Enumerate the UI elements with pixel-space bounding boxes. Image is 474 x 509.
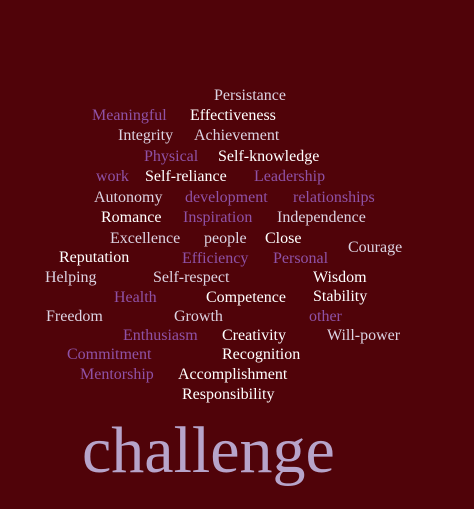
- word-wisdom: Wisdom: [313, 269, 367, 286]
- word-responsibility: Responsibility: [182, 386, 275, 403]
- word-development: development: [185, 189, 268, 206]
- word-excellence: Excellence: [110, 230, 181, 247]
- word-self-respect: Self-respect: [153, 269, 230, 286]
- word-enthusiasm: Enthusiasm: [123, 327, 198, 344]
- word-mentorship: Mentorship: [80, 366, 154, 383]
- word-persistance: Persistance: [214, 87, 286, 104]
- word-freedom: Freedom: [46, 308, 103, 325]
- word-effectiveness: Effectiveness: [190, 107, 276, 124]
- word-commitment: Commitment: [67, 346, 152, 363]
- word-romance: Romance: [101, 209, 162, 226]
- word-accomplishment: Accomplishment: [178, 366, 288, 383]
- word-creativity: Creativity: [222, 327, 286, 344]
- word-leadership: Leadership: [254, 168, 326, 185]
- word-relationships: relationships: [293, 189, 375, 206]
- word-integrity: Integrity: [118, 127, 174, 144]
- word-inspiration: Inspiration: [183, 209, 253, 226]
- word-autonomy: Autonomy: [94, 189, 163, 206]
- word-challenge: challenge: [82, 414, 335, 487]
- word-work: work: [96, 168, 129, 185]
- word-meaningful: Meaningful: [92, 107, 167, 124]
- word-physical: Physical: [144, 148, 199, 165]
- word-growth: Growth: [174, 308, 223, 325]
- word-self-reliance: Self-reliance: [145, 168, 227, 185]
- word-recognition: Recognition: [222, 346, 301, 363]
- word-helping: Helping: [45, 269, 97, 286]
- word-self-knowledge: Self-knowledge: [218, 148, 320, 165]
- word-independence: Independence: [277, 209, 366, 226]
- word-health: Health: [114, 289, 157, 306]
- word-reputation: Reputation: [59, 249, 130, 266]
- word-personal: Personal: [273, 250, 329, 267]
- word-close: Close: [265, 230, 302, 247]
- word-competence: Competence: [206, 289, 286, 306]
- word-courage: Courage: [348, 239, 403, 256]
- word-achievement: Achievement: [194, 127, 280, 144]
- word-people: people: [204, 230, 247, 247]
- word-efficiency: Efficiency: [182, 250, 249, 267]
- word-other: other: [309, 308, 342, 325]
- word-will-power: Will-power: [327, 327, 401, 344]
- word-stability: Stability: [313, 288, 368, 305]
